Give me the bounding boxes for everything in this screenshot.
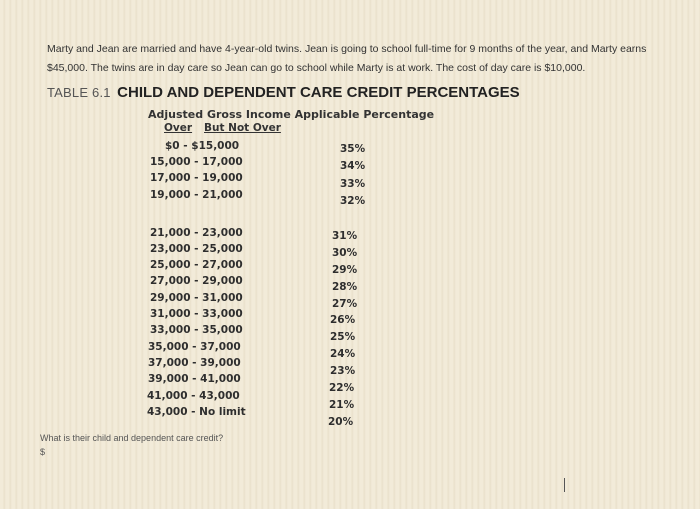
table-row-range: 33,000 - 35,000 [150, 324, 243, 336]
table-row-range: $0 - $15,000 [165, 140, 240, 152]
table-row-pct: 32% [340, 195, 366, 207]
table-row-range: 35,000 - 37,000 [148, 341, 241, 353]
table-row-pct: 21% [329, 399, 355, 411]
table-row-range: 31,000 - 33,000 [150, 308, 243, 320]
table-row-pct: 26% [330, 314, 356, 326]
table-row-pct: 24% [330, 348, 356, 360]
table-row-pct: 35% [340, 143, 366, 155]
table-row-pct: 31% [332, 230, 358, 242]
table-row-range: 29,000 - 31,000 [150, 292, 243, 304]
table-row-pct: 29% [332, 264, 358, 276]
table-row-range: 41,000 - 43,000 [147, 390, 240, 402]
table-row-range: 37,000 - 39,000 [148, 357, 241, 369]
table-row-range: 21,000 - 23,000 [150, 227, 243, 239]
table-row-pct: 22% [329, 382, 355, 394]
table-header: Adjusted Gross Income Applicable Percent… [148, 108, 435, 121]
table-title: TABLE 6.1 CHILD AND DEPENDENT CARE CREDI… [47, 84, 520, 102]
table-row-pct: 28% [332, 281, 358, 293]
table-label: TABLE 6.1 [47, 85, 111, 100]
table-row-range: 17,000 - 19,000 [150, 172, 243, 184]
answer-prefix: $ [40, 447, 46, 457]
table-row-range: 39,000 - 41,000 [148, 373, 241, 385]
table-row-pct: 23% [330, 365, 356, 377]
table-row-range: 19,000 - 21,000 [150, 189, 243, 201]
question-text: What is their child and dependent care c… [40, 433, 224, 443]
problem-line-1: Marty and Jean are married and have 4-ye… [47, 43, 647, 55]
table-row-pct: 20% [328, 416, 354, 428]
table-row-pct: 34% [340, 160, 366, 172]
table-row-pct: 30% [332, 247, 358, 259]
table-row-range: 15,000 - 17,000 [150, 156, 243, 168]
table-row-pct: 25% [330, 331, 356, 343]
table-row-pct: 27% [332, 298, 358, 310]
table-row-range: 43,000 - No limit [147, 406, 246, 418]
text-cursor [564, 478, 565, 492]
table-row-pct: 33% [340, 178, 366, 190]
table-row-range: 23,000 - 25,000 [150, 243, 243, 255]
problem-text: Marty and Jean are married and have 4-ye… [47, 40, 687, 78]
column-over: Over [164, 122, 193, 134]
column-but-not-over: But Not Over [204, 122, 281, 134]
table-row-range: 25,000 - 27,000 [150, 259, 243, 271]
table-row-range: 27,000 - 29,000 [150, 275, 243, 287]
table-name: CHILD AND DEPENDENT CARE CREDIT PERCENTA… [117, 84, 520, 101]
problem-line-2: $45,000. The twins are in day care so Je… [47, 62, 586, 74]
